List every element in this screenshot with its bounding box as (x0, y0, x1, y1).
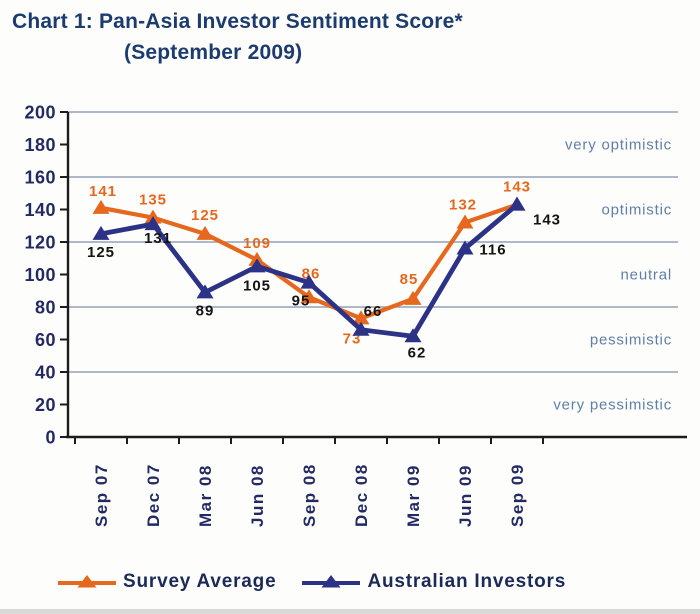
x-label-Dec-07: Dec 07 (144, 463, 163, 527)
y-tick-label: 120 (24, 233, 56, 253)
data-label-survey-average: 141 (89, 183, 117, 200)
marker-survey-average (300, 289, 318, 304)
y-tick-label: 40 (35, 363, 56, 383)
marker-australian-investors (300, 274, 318, 289)
legend-label-survey-average: Survey Average (123, 571, 277, 592)
marker-australian-investors (404, 328, 422, 343)
legend-item-australian-investors: Australian Investors (302, 571, 566, 593)
marker-australian-investors (248, 258, 266, 273)
y-tick-label: 20 (35, 395, 56, 415)
marker-survey-average (456, 214, 474, 229)
data-label-australian-investors: 131 (144, 230, 172, 247)
band-label-very-pessimistic: very pessimistic (553, 397, 672, 414)
y-tick-label: 100 (24, 265, 56, 285)
scan-artifact-band (0, 609, 700, 614)
legend-item-survey-average: Survey Average (58, 571, 276, 593)
x-label-Dec-08: Dec 08 (352, 463, 371, 527)
marker-australian-investors (352, 321, 370, 336)
data-label-australian-investors: 105 (243, 277, 271, 294)
x-label-Sep-07: Sep 07 (92, 463, 111, 527)
marker-survey-average (352, 310, 370, 325)
y-tick-label: 0 (45, 428, 56, 448)
data-label-australian-investors: 125 (87, 244, 115, 261)
marker-survey-average (404, 290, 422, 305)
x-label-Jun-08: Jun 08 (248, 464, 267, 527)
chart-title: Chart 1: Pan-Asia Investor Sentiment Sco… (0, 0, 700, 95)
band-label-very-optimistic: very optimistic (565, 137, 672, 154)
data-label-survey-average: 86 (302, 265, 321, 282)
x-label-Mar-08: Mar 08 (196, 464, 215, 527)
sentiment-line-chart: very optimistic optimistic neutral pessimis… (24, 103, 687, 527)
data-label-survey-average: 132 (449, 197, 477, 214)
marker-australian-investors (92, 225, 110, 240)
x-label-Sep-08: Sep 08 (300, 463, 319, 527)
marker-australian-investors (508, 196, 526, 211)
marker-survey-average (92, 199, 110, 214)
marker-survey-average (196, 225, 214, 240)
y-tick-label: 180 (24, 135, 56, 155)
chart-legend: Survey Average Australian Investors (58, 571, 700, 593)
data-label-australian-investors: 89 (196, 302, 215, 319)
x-label-Sep-09: Sep 09 (508, 463, 527, 527)
data-label-australian-investors: 66 (364, 303, 383, 320)
data-label-australian-investors: 62 (408, 344, 427, 361)
band-label-neutral: neutral (621, 267, 672, 284)
data-label-survey-average: 109 (243, 235, 271, 252)
chart-title-line2: (September 2009) (124, 41, 303, 64)
marker-australian-investors (456, 240, 474, 255)
marker-australian-investors (196, 284, 214, 299)
y-tick-label: 140 (24, 200, 56, 220)
australian-investors-line-marker-icon (302, 575, 361, 588)
band-label-optimistic: optimistic (601, 202, 672, 219)
x-label-Mar-09: Mar 09 (404, 464, 423, 527)
data-label-australian-investors: 143 (533, 212, 561, 229)
data-label-survey-average: 85 (400, 271, 419, 288)
survey-average-line-marker-icon (58, 575, 116, 588)
data-label-australian-investors: 95 (292, 293, 311, 310)
chart-title-line1: Chart 1: Pan-Asia Investor Sentiment Sco… (12, 10, 463, 33)
band-label-pessimistic: pessimistic (590, 332, 672, 349)
y-tick-label: 200 (24, 103, 56, 123)
y-tick-label: 80 (35, 298, 56, 318)
marker-australian-investors (144, 216, 162, 231)
legend-label-australian-investors: Australian Investors (367, 571, 567, 592)
x-label-Jun-09: Jun 09 (456, 464, 475, 527)
data-label-survey-average: 125 (191, 207, 219, 224)
y-tick-label: 160 (24, 168, 56, 188)
data-label-survey-average: 135 (139, 192, 167, 209)
data-label-survey-average: 143 (503, 179, 531, 196)
data-label-australian-investors: 116 (479, 242, 506, 259)
y-tick-label: 60 (35, 330, 56, 350)
